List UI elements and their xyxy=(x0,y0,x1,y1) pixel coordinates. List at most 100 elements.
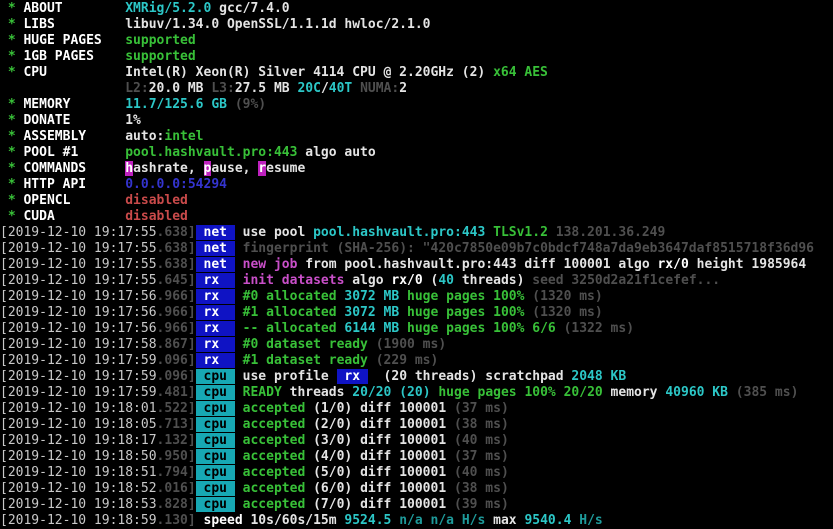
text-segment: huge pages 100% xyxy=(407,305,533,320)
timestamp-ms: .645] xyxy=(156,273,196,288)
text-segment: 138.201.36.249 xyxy=(555,225,666,240)
text-segment: (37 ms) xyxy=(454,401,509,416)
text-segment: L2: xyxy=(125,81,149,96)
info-row-about: * ABOUT XMRig/5.2.0 gcc/7.4.0 xyxy=(0,1,833,17)
text-segment: (4/0) diff 100001 xyxy=(305,449,454,464)
text-segment: accepted xyxy=(242,449,306,464)
log-row: [2019-12-10 19:17:55.638] net new job fr… xyxy=(0,257,833,273)
text-segment: (229 ms) xyxy=(375,353,439,368)
timestamp-ms: .638] xyxy=(156,241,196,256)
timestamp-ms: .966] xyxy=(156,305,196,320)
badge-gap xyxy=(235,225,243,240)
text-segment: (3/0) diff 100001 xyxy=(305,433,454,448)
info-label: HUGE PAGES xyxy=(23,33,126,48)
info-row-assembly: * ASSEMBLY auto:intel xyxy=(0,129,833,145)
info-row-cpu-cache: L2:20.0 MB L3:27.5 MB 20C/40T NUMA:2 xyxy=(0,81,833,97)
text-segment: #0 allocated xyxy=(242,289,345,304)
info-label xyxy=(23,81,125,96)
text-segment: 40 xyxy=(438,273,454,288)
text-segment: use pool xyxy=(242,225,314,240)
text-segment: ( xyxy=(430,273,439,288)
rx-badge: rx xyxy=(195,273,235,288)
text-segment: Intel(R) Xeon(R) Silver 4114 CPU @ 2.20G… xyxy=(125,65,494,80)
bullet-star: * xyxy=(0,49,24,64)
timestamp-ms: .966] xyxy=(156,289,196,304)
text-segment: use profile xyxy=(242,369,337,384)
timestamp: [2019-12-10 19:18:53 xyxy=(0,497,157,512)
rx-badge: rx xyxy=(195,337,235,352)
log-row: [2019-12-10 19:18:52.016] cpu accepted (… xyxy=(0,481,833,497)
text-segment: NUMA: xyxy=(360,81,400,96)
badge-gap xyxy=(235,497,243,512)
log-row: [2019-12-10 19:18:51.794] cpu accepted (… xyxy=(0,465,833,481)
text-segment: p xyxy=(203,161,212,176)
text-segment: 11.7/125.6 GB xyxy=(125,97,235,112)
text-segment: rx/0 xyxy=(657,257,697,272)
timestamp: [2019-12-10 19:17:59 xyxy=(0,385,157,400)
text-segment: 20.0 MB xyxy=(148,81,212,96)
text-segment: (40 ms) xyxy=(454,465,509,480)
indent xyxy=(0,81,23,96)
timestamp: [2019-12-10 19:17:56 xyxy=(0,305,157,320)
text-segment: (5/0) diff 100001 xyxy=(305,465,454,480)
text-segment: (37 ms) xyxy=(454,449,509,464)
rx-badge: rx xyxy=(195,353,235,368)
text-segment: / xyxy=(320,81,329,96)
text-segment: x64 AES xyxy=(493,65,548,80)
timestamp: [2019-12-10 19:17:55 xyxy=(0,273,157,288)
log-row: [2019-12-10 19:17:59.096] rx #1 dataset … xyxy=(0,353,833,369)
text-segment: 20C xyxy=(297,81,321,96)
log-row: [2019-12-10 19:17:59.096] cpu use profil… xyxy=(0,369,833,385)
text-segment: -- allocated xyxy=(242,321,345,336)
bullet-star: * xyxy=(0,17,24,32)
cpu-badge: cpu xyxy=(195,481,235,496)
timestamp: [2019-12-10 19:18:51 xyxy=(0,465,157,480)
timestamp: [2019-12-10 19:18:52 xyxy=(0,481,157,496)
bullet-star: * xyxy=(0,97,24,112)
text-segment: h xyxy=(125,161,134,176)
text-segment: 9540.4 xyxy=(524,513,580,528)
bullet-star: * xyxy=(0,161,24,176)
text-segment: 27.5 MB xyxy=(234,81,298,96)
text-segment: 20/20 (20) xyxy=(352,385,431,400)
text-segment: memory xyxy=(602,385,666,400)
text-segment: intel xyxy=(164,129,204,144)
bullet-star: * xyxy=(0,129,24,144)
net-badge: net xyxy=(195,241,235,256)
text-segment: new job xyxy=(242,257,306,272)
rx-inline-badge: rx xyxy=(336,369,368,384)
text-segment: pool.hashvault.pro:443 xyxy=(313,225,494,240)
text-segment: accepted xyxy=(242,401,306,416)
text-segment: height 1985964 xyxy=(696,257,807,272)
info-row-pool-1: * POOL #1 pool.hashvault.pro:443 algo au… xyxy=(0,145,833,161)
text-segment: H/s xyxy=(579,513,603,528)
log-row: [2019-12-10 19:18:50.950] cpu accepted (… xyxy=(0,449,833,465)
info-label: MEMORY xyxy=(23,97,126,112)
bullet-star: * xyxy=(0,65,24,80)
log-row: [2019-12-10 19:17:55.638] net fingerprin… xyxy=(0,241,833,257)
badge-gap xyxy=(235,321,243,336)
text-segment: accepted xyxy=(242,465,306,480)
badge-gap xyxy=(235,465,243,480)
text-segment: accepted xyxy=(242,417,306,432)
timestamp-ms: .713] xyxy=(156,417,196,432)
bullet-star: * xyxy=(0,193,24,208)
log-row: [2019-12-10 19:17:55.645] rx init datase… xyxy=(0,273,833,289)
bullet-star: * xyxy=(0,113,24,128)
timestamp-ms: .966] xyxy=(156,321,196,336)
text-segment: n/a n/a xyxy=(399,513,462,528)
log-row: [2019-12-10 19:17:59.481] cpu READY thre… xyxy=(0,385,833,401)
info-row-huge-pages: * HUGE PAGES supported xyxy=(0,33,833,49)
timestamp: [2019-12-10 19:18:01 xyxy=(0,401,157,416)
text-segment: max xyxy=(485,513,525,528)
log-row: [2019-12-10 19:18:59.130] speed 10s/60s/… xyxy=(0,513,833,529)
text-segment: disabled xyxy=(125,209,188,224)
badge-gap xyxy=(235,289,243,304)
text-segment: (2/0) diff 100001 xyxy=(305,417,454,432)
text-segment: disabled xyxy=(125,193,188,208)
timestamp: [2019-12-10 19:17:59 xyxy=(0,353,157,368)
text-segment: #1 allocated xyxy=(242,305,345,320)
info-label: CPU xyxy=(23,65,126,80)
text-segment: huge pages 100% 6/6 xyxy=(407,321,564,336)
timestamp-ms: .638] xyxy=(156,257,196,272)
